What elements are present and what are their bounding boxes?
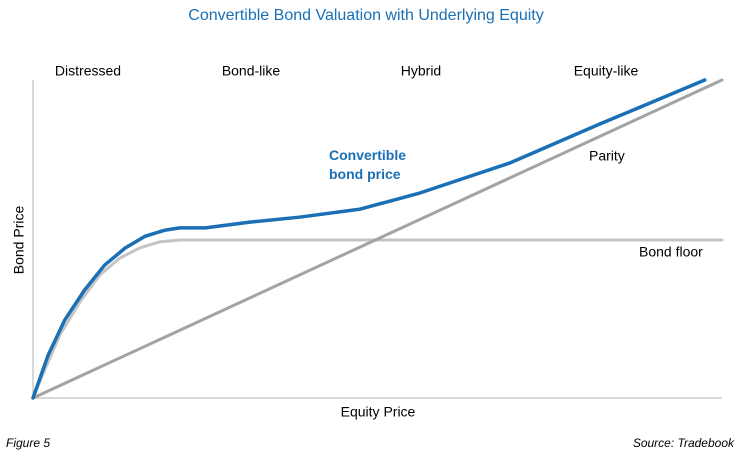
region-label: Bond-like <box>222 63 281 79</box>
x-axis-label: Equity Price <box>341 404 416 420</box>
region-label: Equity-like <box>574 63 639 79</box>
y-axis-label: Bond Price <box>11 206 27 275</box>
source: Source: Tradebook <box>633 436 735 450</box>
series-line <box>31 78 724 400</box>
chart-title: Convertible Bond Valuation with Underlyi… <box>188 7 543 24</box>
series-label: Convertible bond price <box>329 147 407 182</box>
figure-label: Figure 5 <box>6 436 50 450</box>
series-label: Bond floor <box>639 244 703 260</box>
region-label: Distressed <box>55 63 121 79</box>
region-label: Hybrid <box>401 63 441 79</box>
series-line <box>31 238 724 400</box>
series-line <box>31 78 707 400</box>
series-label: Parity <box>589 148 625 164</box>
